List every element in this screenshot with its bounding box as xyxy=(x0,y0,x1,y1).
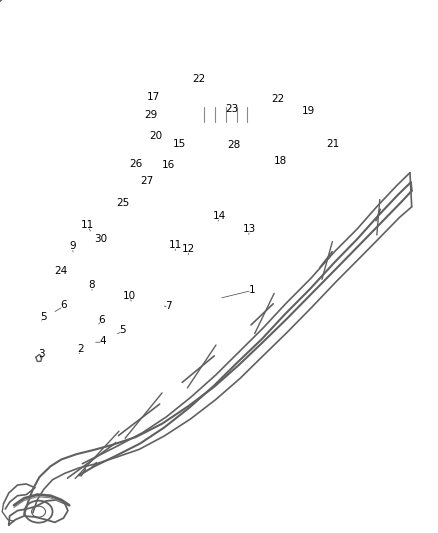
Text: 11: 11 xyxy=(81,220,94,230)
Text: 30: 30 xyxy=(94,234,107,244)
Text: 2: 2 xyxy=(78,344,85,354)
Text: 4: 4 xyxy=(99,336,106,346)
Text: 3: 3 xyxy=(38,350,45,359)
Text: 6: 6 xyxy=(60,300,67,310)
Text: 12: 12 xyxy=(182,245,195,254)
Text: 10: 10 xyxy=(123,291,136,301)
Text: 29: 29 xyxy=(145,110,158,119)
Text: 22: 22 xyxy=(272,94,285,103)
Text: 17: 17 xyxy=(147,92,160,102)
Text: 8: 8 xyxy=(88,280,95,290)
Text: 24: 24 xyxy=(54,266,67,276)
Text: 15: 15 xyxy=(173,139,186,149)
Text: 22: 22 xyxy=(193,74,206,84)
Text: 25: 25 xyxy=(116,198,129,207)
Text: 6: 6 xyxy=(98,315,105,325)
Text: 5: 5 xyxy=(40,312,47,322)
Text: 28: 28 xyxy=(228,140,241,150)
Text: 21: 21 xyxy=(326,139,339,149)
Text: 23: 23 xyxy=(226,104,239,114)
Text: 27: 27 xyxy=(140,176,153,186)
Text: 9: 9 xyxy=(69,241,76,251)
Text: 1: 1 xyxy=(248,286,255,295)
Text: 18: 18 xyxy=(274,156,287,166)
Text: 11: 11 xyxy=(169,240,182,250)
Text: 20: 20 xyxy=(149,131,162,141)
Text: 7: 7 xyxy=(165,302,172,311)
Text: 26: 26 xyxy=(129,159,142,169)
Text: 19: 19 xyxy=(302,106,315,116)
Text: 13: 13 xyxy=(243,224,256,234)
Text: 14: 14 xyxy=(212,211,226,221)
Text: 5: 5 xyxy=(119,326,126,335)
Text: 16: 16 xyxy=(162,160,175,170)
